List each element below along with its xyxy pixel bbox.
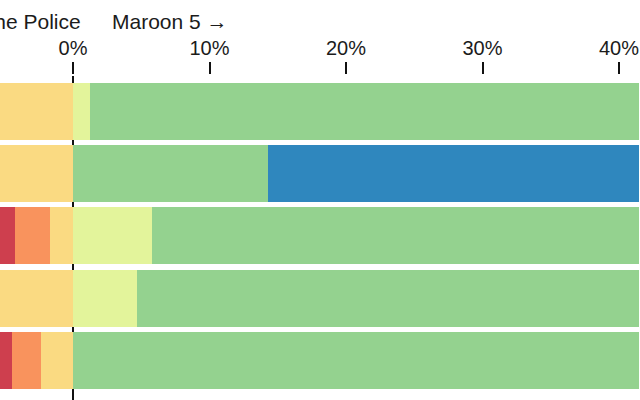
- bar-segment-green: [73, 145, 268, 202]
- bar-segment-blue: [268, 145, 639, 202]
- x-axis-tick-mark: [482, 62, 484, 74]
- bar-segment-yellow: [0, 145, 73, 202]
- bar-segment-red: [0, 332, 12, 389]
- x-axis-tick-mark: [209, 62, 211, 74]
- bar-segment-yellowgreen: [73, 83, 90, 140]
- x-axis-tick-mark: [72, 62, 74, 74]
- bar-row: [0, 83, 640, 140]
- bar-row: [0, 332, 640, 389]
- bar-segment-green: [152, 207, 639, 264]
- bar-row: [0, 207, 640, 264]
- bar-segment-green: [137, 270, 639, 327]
- x-axis-tick-mark: [618, 62, 620, 74]
- x-axis-tick-label: 10%: [189, 37, 229, 60]
- bar-segment-yellow: [0, 270, 73, 327]
- x-axis-tick-label: 0%: [59, 37, 88, 60]
- bar-segment-yellowgreen: [73, 207, 152, 264]
- bar-segment-yellow: [0, 83, 73, 140]
- bar-segment-orange: [15, 207, 50, 264]
- bar-segment-yellowgreen: [73, 270, 137, 327]
- header-left-artist-label: ← The Police: [0, 10, 81, 33]
- bar-segment-yellow: [50, 207, 73, 264]
- x-axis-tick-mark: [345, 62, 347, 74]
- bar-segment-red: [0, 207, 15, 264]
- x-axis-tick-label: 40%: [599, 37, 639, 60]
- bar-segment-orange: [12, 332, 41, 389]
- bar-segment-yellow: [41, 332, 73, 389]
- bar-segment-green: [90, 83, 639, 140]
- bar-segment-green: [73, 332, 639, 389]
- diverging-stacked-bar-chart: ← The Police Maroon 5 → 0% 10% 20% 30% 40%: [0, 0, 640, 400]
- header-right-artist-label: Maroon 5 →: [112, 10, 228, 33]
- x-axis-tick-label: 30%: [462, 37, 502, 60]
- bar-row: [0, 145, 640, 202]
- x-axis-tick-label: 20%: [326, 37, 366, 60]
- bar-row: [0, 270, 640, 327]
